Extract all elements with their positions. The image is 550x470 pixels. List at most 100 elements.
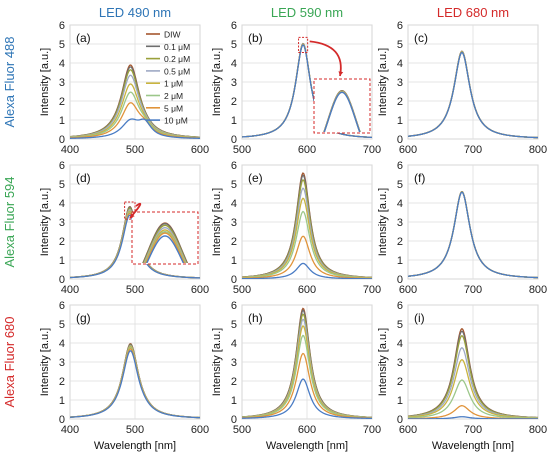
y-tick-label: 1 [59, 115, 65, 127]
x-tick-label: 600 [191, 144, 209, 156]
series-line-10m [408, 191, 538, 279]
legend-entry: 1 μM [164, 79, 183, 89]
panel-label: (b) [248, 31, 263, 45]
y-tick-label: 1 [59, 255, 65, 267]
zoom-arrow-head [338, 71, 344, 76]
y-axis-label: Intensity [a.u.] [39, 188, 51, 256]
y-tick-label: 5 [231, 179, 237, 191]
series-line-10m [242, 378, 372, 419]
panel-f: 0 1 2 3 4 5 6 600 700 800 Intensity [a.u.] (f) [377, 160, 547, 296]
legend-entry: 10 μM [164, 116, 188, 126]
series-group [70, 64, 200, 139]
y-axis-label: Intensity [a.u.] [39, 48, 51, 116]
y-tick-label: 3 [231, 357, 237, 369]
legend-entry: 0.2 μM [164, 54, 190, 64]
x-tick-label: 600 [191, 424, 209, 436]
x-tick-label: 800 [529, 144, 547, 156]
y-tick-label: 5 [397, 319, 403, 331]
series-line-10m [70, 118, 200, 139]
y-tick-label: 6 [231, 20, 237, 32]
y-tick-label: 3 [59, 357, 65, 369]
legend-entry: DIW [164, 30, 181, 40]
x-tick-label: 800 [529, 424, 547, 436]
x-tick-label: 600 [298, 424, 316, 436]
series-group [408, 50, 538, 139]
x-tick-label: 600 [399, 144, 417, 156]
y-tick-label: 3 [59, 77, 65, 89]
panel-e: 0 1 2 3 4 5 6 500 600 700 Intensity [a.u.] (e) [211, 160, 381, 296]
y-axis-label: Intensity [a.u.] [211, 188, 223, 256]
y-tick-label: 4 [59, 58, 65, 70]
zoom-arrow-head [130, 213, 135, 218]
legend-entry: 5 μM [164, 103, 183, 113]
x-tick-label: 500 [233, 144, 251, 156]
series-group [408, 191, 538, 279]
series-line-10m [408, 416, 538, 419]
y-tick-label: 2 [397, 376, 403, 388]
x-tick-label: 700 [464, 144, 482, 156]
y-tick-label: 0 [231, 274, 237, 286]
x-tick-label: 400 [61, 284, 79, 296]
y-tick-label: 4 [59, 338, 65, 350]
y-tick-label: 2 [231, 96, 237, 108]
y-tick-label: 1 [397, 395, 403, 407]
y-tick-label: 5 [231, 319, 237, 331]
x-tick-label: 500 [233, 424, 251, 436]
y-tick-label: 2 [59, 376, 65, 388]
x-axis-label: Wavelength [nm] [94, 440, 176, 452]
series-group [408, 328, 538, 419]
series-line-2m [408, 379, 538, 419]
y-tick-label: 1 [59, 395, 65, 407]
panel-label: (d) [76, 171, 91, 185]
y-tick-label: 0 [59, 274, 65, 286]
panel-d: 0 1 2 3 4 5 6 400 500 600 Intensity [a.u.] (d) [39, 160, 209, 296]
y-tick-label: 0 [397, 134, 403, 146]
legend-entry: 2 μM [164, 91, 183, 101]
series-line-5m [242, 235, 372, 279]
x-tick-label: 600 [191, 284, 209, 296]
inset-series-line [145, 232, 186, 263]
y-tick-label: 5 [59, 39, 65, 51]
row-title-2: Alexa Fluor 594 [2, 176, 17, 267]
y-tick-label: 5 [397, 179, 403, 191]
inset-series-group [323, 90, 361, 132]
y-tick-label: 2 [397, 96, 403, 108]
panel-label: (g) [76, 311, 91, 325]
series-line-10m [408, 51, 538, 139]
zoom-arrow [309, 40, 342, 77]
column-title-3: LED 680 nm [437, 5, 509, 20]
series-group [242, 42, 372, 139]
series-line-5m [242, 352, 372, 419]
panel-i: 0 1 2 3 4 5 6 600 700 800 Intensity [a.u.] Waveleng… [377, 300, 547, 452]
panel-label: (a) [76, 31, 91, 45]
series-line-10m [242, 44, 372, 139]
series-line-10m [242, 262, 372, 279]
inset-series-line [323, 91, 361, 132]
y-tick-label: 5 [59, 179, 65, 191]
y-tick-label: 3 [397, 77, 403, 89]
y-axis-label: Intensity [a.u.] [377, 48, 389, 116]
y-tick-label: 4 [231, 58, 237, 70]
y-tick-label: 6 [231, 160, 237, 172]
y-tick-label: 2 [397, 236, 403, 248]
panel-label: (i) [414, 311, 425, 325]
y-axis-label: Intensity [a.u.] [39, 328, 51, 396]
x-tick-label: 600 [399, 284, 417, 296]
y-tick-label: 5 [231, 39, 237, 51]
panel-g: 0 1 2 3 4 5 6 400 500 600 Intensity [a.u.] Waveleng… [39, 300, 209, 452]
panel-c: 0 1 2 3 4 5 6 600 700 800 Intensity [a.u.] (c) [377, 20, 547, 156]
panel-label: (c) [414, 31, 428, 45]
series-group [242, 307, 372, 419]
y-tick-label: 2 [59, 96, 65, 108]
panel-h: 0 1 2 3 4 5 6 500 600 700 Intensity [a.u.] Waveleng… [211, 300, 381, 452]
y-tick-label: 6 [397, 20, 403, 32]
y-tick-label: 1 [231, 255, 237, 267]
inset-box [131, 211, 199, 265]
series-line-2m [242, 210, 372, 279]
y-axis-label: Intensity [a.u.] [211, 48, 223, 116]
legend-entry: 0.1 μM [164, 42, 190, 52]
y-tick-label: 3 [59, 217, 65, 229]
x-tick-label: 800 [529, 284, 547, 296]
x-tick-label: 700 [464, 284, 482, 296]
